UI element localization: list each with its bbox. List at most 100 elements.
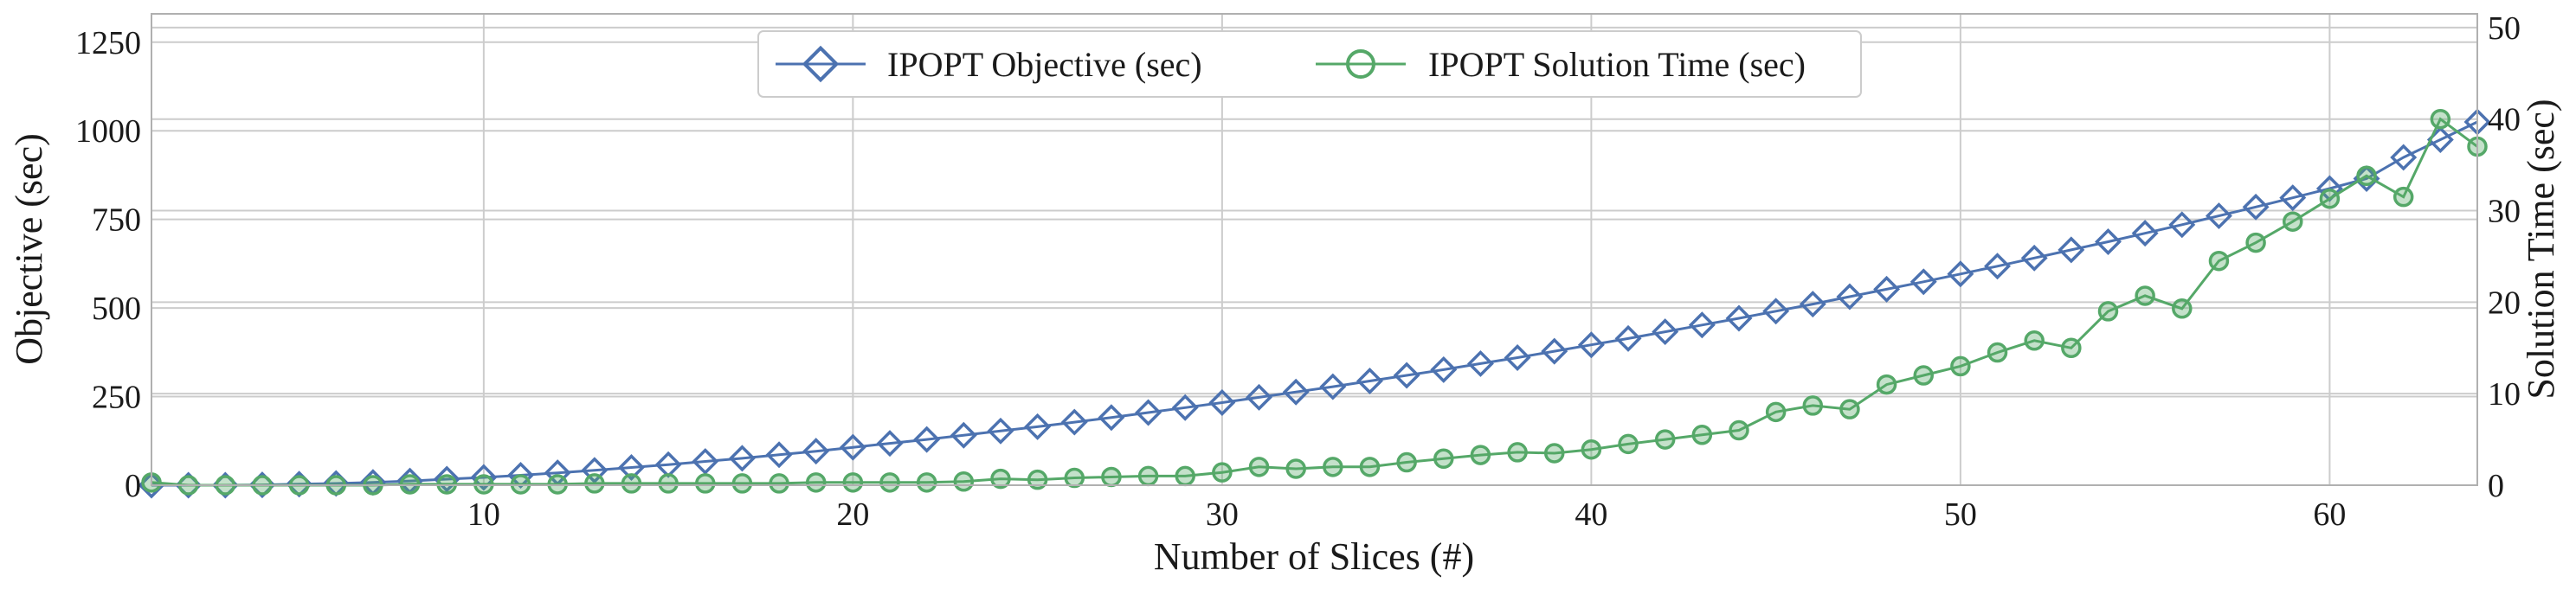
- data-point-diamond: [1577, 331, 1605, 359]
- data-point-diamond: [1060, 408, 1088, 436]
- data-point-diamond: [692, 448, 719, 476]
- data-point-circle: [2430, 108, 2451, 130]
- data-point-diamond: [433, 465, 460, 493]
- data-point-circle: [2097, 301, 2119, 322]
- data-point-circle: [1396, 451, 1417, 473]
- data-point-circle: [1064, 467, 1085, 489]
- data-point-circle: [1839, 399, 1860, 419]
- data-point-diamond: [1614, 324, 1642, 352]
- legend-marker-objective: [802, 45, 840, 83]
- data-point-circle: [2319, 189, 2341, 209]
- data-point-circle: [2245, 232, 2266, 253]
- data-point-circle: [953, 471, 975, 492]
- data-point-diamond: [2131, 220, 2159, 247]
- data-point-diamond: [1984, 253, 2012, 280]
- data-point-diamond: [2058, 236, 2085, 264]
- data-point-circle: [1359, 457, 1381, 477]
- data-point-diamond: [1947, 260, 1974, 288]
- data-point-circle: [658, 473, 679, 494]
- data-point-circle: [1654, 429, 1676, 450]
- data-point-diamond: [1836, 283, 1864, 311]
- data-point-circle: [1137, 465, 1159, 487]
- data-point-diamond: [2242, 193, 2270, 221]
- x-axis-label: Number of Slices (#): [1154, 535, 1474, 578]
- data-point-diamond: [1762, 298, 1790, 325]
- data-point-circle: [1470, 445, 1491, 465]
- data-point-diamond: [1909, 268, 1937, 296]
- data-point-diamond: [1466, 349, 1494, 377]
- series-line: [151, 117, 2478, 487]
- x-tick-label: 50: [1944, 496, 1977, 533]
- data-point-circle: [1285, 458, 1306, 479]
- data-point-circle: [805, 472, 827, 493]
- data-point-circle: [1212, 462, 1233, 483]
- x-tick-label: 40: [1575, 496, 1607, 533]
- data-point-circle: [1802, 395, 1824, 416]
- data-point-diamond: [2205, 202, 2232, 230]
- data-point-circle: [731, 473, 753, 494]
- data-point-diamond: [470, 464, 498, 491]
- data-point-diamond: [1799, 291, 1826, 318]
- data-point-circle: [769, 473, 789, 494]
- data-point-diamond: [987, 417, 1014, 445]
- data-point-circle: [916, 472, 937, 493]
- y-tick-label: 0: [125, 468, 141, 504]
- plot-frame: [151, 13, 2478, 486]
- y2-tick-label: 20: [2488, 285, 2521, 321]
- data-point-circle: [1507, 442, 1528, 463]
- data-point-circle: [2135, 285, 2155, 306]
- data-point-circle: [1175, 465, 1195, 487]
- y2-tick-label: 30: [2488, 194, 2521, 230]
- y-tick-label: 1250: [75, 25, 141, 61]
- y-tick-label: 1000: [75, 113, 141, 150]
- data-point-circle: [2392, 186, 2414, 208]
- data-point-diamond: [913, 426, 941, 453]
- data-point-diamond: [507, 462, 534, 490]
- data-point-diamond: [1135, 399, 1162, 426]
- data-point-circle: [1101, 466, 1122, 488]
- data-point-diamond: [1319, 373, 1347, 400]
- series-line: [151, 120, 2478, 487]
- data-point-circle: [1691, 425, 1713, 445]
- data-point-diamond: [2390, 144, 2418, 171]
- series-solution-time: [141, 108, 2488, 496]
- y2-tick-label: 0: [2488, 468, 2504, 504]
- data-point-circle: [1433, 448, 1454, 470]
- data-point-diamond: [839, 433, 866, 461]
- data-point-diamond: [1541, 337, 1568, 365]
- data-point-circle: [510, 474, 531, 495]
- data-point-diamond: [950, 421, 977, 449]
- data-point-circle: [1618, 433, 1639, 455]
- data-point-circle: [1248, 457, 1270, 477]
- data-point-circle: [879, 472, 900, 493]
- data-point-circle: [695, 473, 716, 494]
- data-point-diamond: [802, 438, 830, 465]
- data-point-diamond: [1024, 413, 1052, 440]
- data-point-circle: [1913, 365, 1934, 386]
- data-point-diamond: [1652, 318, 1679, 346]
- legend-label-time: IPOPT Solution Time (sec): [1428, 45, 1806, 84]
- data-point-diamond: [1208, 389, 1236, 416]
- data-point-diamond: [728, 445, 756, 472]
- data-point-circle: [2208, 250, 2230, 272]
- data-point-diamond: [876, 430, 904, 458]
- data-point-circle: [399, 474, 421, 495]
- data-point-diamond: [1688, 311, 1716, 339]
- legend-box: [757, 30, 1862, 98]
- data-point-circle: [2172, 298, 2193, 319]
- y-axis-label: Objective (sec): [8, 133, 50, 365]
- data-point-circle: [473, 474, 494, 495]
- legend-marker-time: [1346, 49, 1375, 79]
- series-layer: [138, 108, 2491, 499]
- legend: IPOPT Objective (sec) IPOPT Solution Tim…: [757, 30, 1862, 98]
- data-point-diamond: [2020, 244, 2048, 272]
- data-point-diamond: [1393, 362, 1420, 389]
- data-point-circle: [2356, 165, 2377, 187]
- data-point-circle: [2024, 330, 2045, 351]
- data-point-circle: [1581, 439, 1602, 460]
- data-point-diamond: [1504, 344, 1531, 371]
- data-point-circle: [621, 473, 642, 494]
- data-point-circle: [1323, 457, 1343, 477]
- data-point-circle: [842, 472, 864, 493]
